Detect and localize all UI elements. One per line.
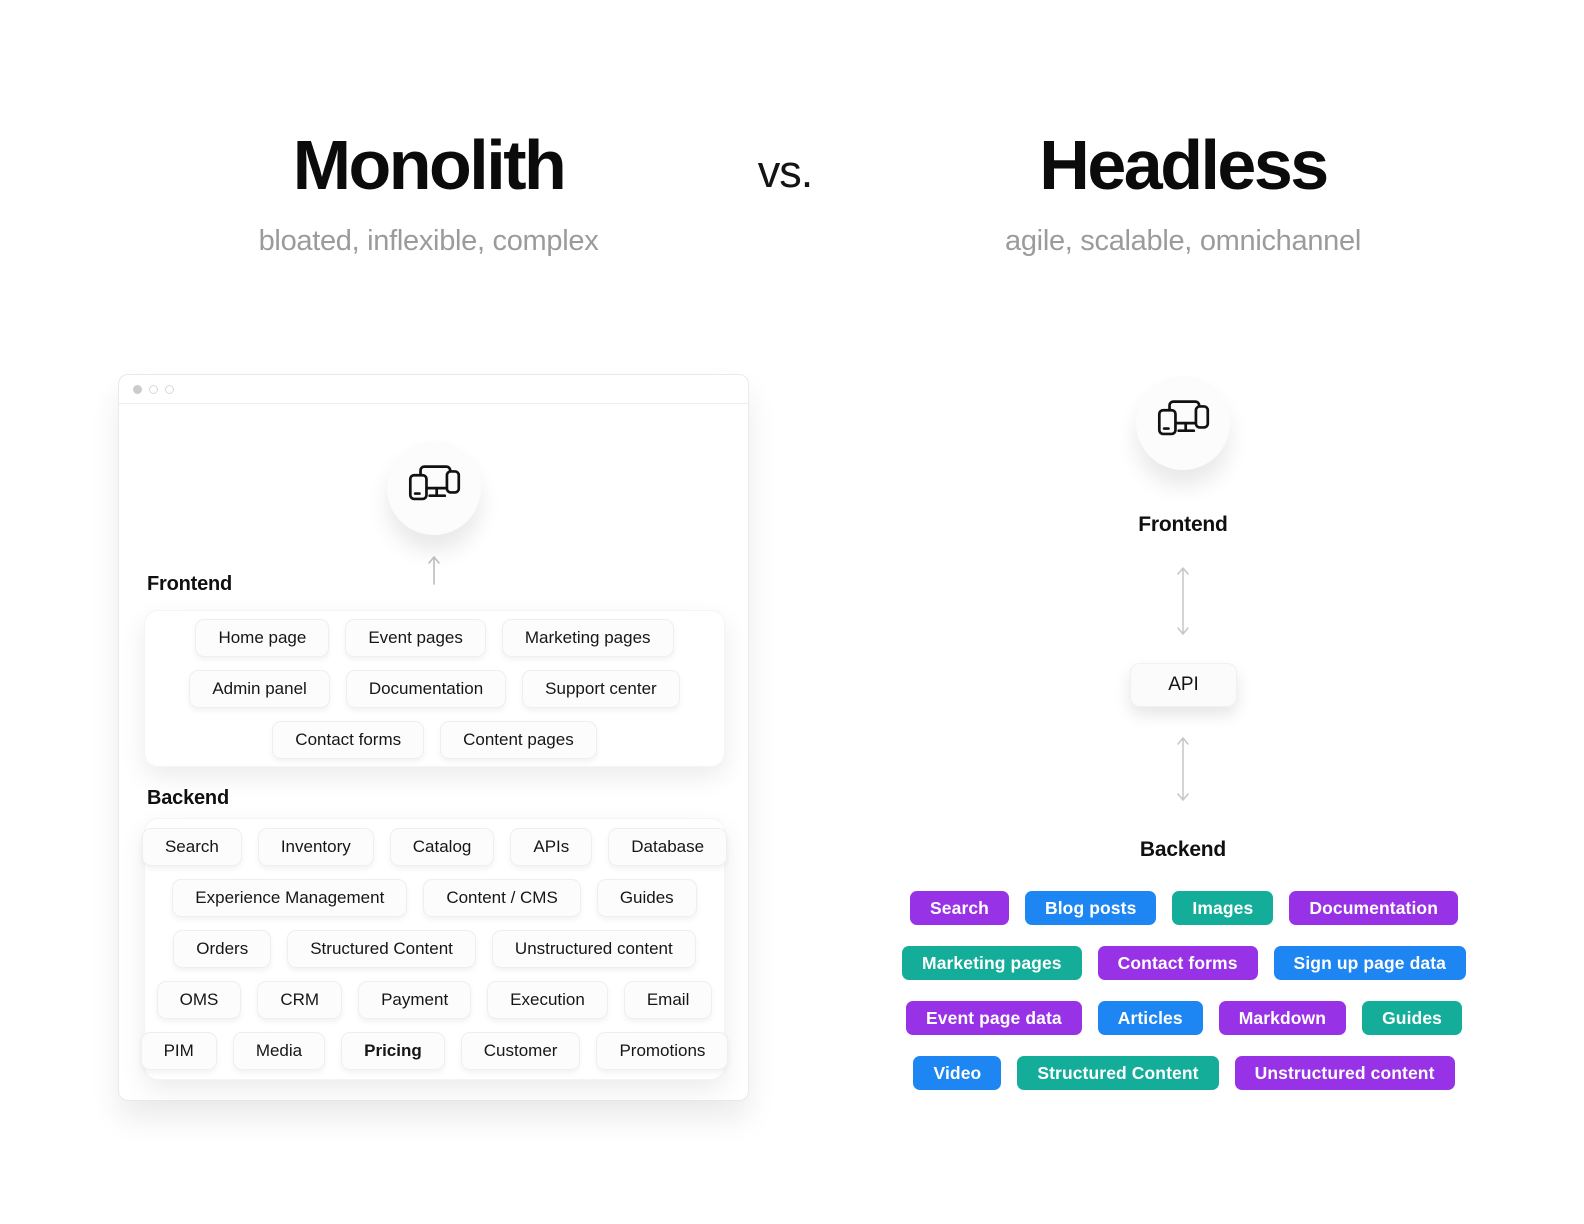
backend-pill: Promotions: [596, 1032, 729, 1070]
backend-pill: Structured Content: [287, 930, 476, 968]
backend-pill: Inventory: [257, 828, 374, 866]
frontend-pill: Event pages: [345, 618, 486, 657]
frontend-pill: Documentation: [345, 669, 507, 708]
backend-pill: Orders: [173, 930, 272, 968]
backend-data-pill: Sign up page data: [1273, 946, 1466, 980]
backend-pill: Search: [141, 828, 242, 866]
monolith-frontend-label: Frontend: [147, 573, 233, 595]
window-control-dot: [165, 384, 174, 394]
backend-data-pill: Video: [913, 1056, 1002, 1090]
pill-row: Search Blog posts Images Documentation: [900, 891, 1468, 925]
arrow-up-icon: [427, 554, 441, 591]
headless-title: Headless: [1039, 126, 1329, 204]
frontend-pill: Content pages: [440, 720, 597, 759]
window-control-dot: [133, 384, 142, 394]
frontend-pill: Marketing pages: [501, 618, 674, 657]
monolith-title: Monolith: [292, 126, 567, 204]
backend-pill: Content / CMS: [423, 879, 581, 917]
backend-pill: Experience Management: [172, 879, 408, 917]
backend-data-pill: Articles: [1097, 1001, 1203, 1035]
backend-pill: APIs: [510, 828, 593, 866]
pill-row: Experience Management Content / CMS Guides: [145, 879, 724, 917]
double-vertical-arrow-icon: [1176, 565, 1190, 642]
backend-data-pill: Marketing pages: [902, 946, 1082, 980]
double-vertical-arrow-icon: [1176, 735, 1190, 808]
devices-icon: [1155, 398, 1211, 449]
browser-titlebar: [119, 375, 748, 404]
backend-data-pill: Guides: [1362, 1001, 1462, 1035]
frontend-pill: Contact forms: [272, 720, 425, 759]
pill-row: PIM Media Pricing Customer Promotions: [140, 1032, 729, 1070]
backend-pill: Pricing: [341, 1032, 445, 1070]
monolith-backend-label: Backend: [147, 787, 229, 809]
api-pill: API: [1130, 663, 1237, 707]
pill-row: OMS CRM Payment Execution Email: [145, 981, 724, 1019]
backend-pill: Customer: [460, 1032, 581, 1070]
devices-icon: [406, 463, 462, 514]
headless-backend-pills: Search Blog posts Images Documentation Marke…: [900, 891, 1468, 1090]
devices-icon-circle: [1136, 376, 1230, 470]
pill-row: Contact forms Content pages: [145, 720, 724, 759]
backend-pill: OMS: [156, 981, 242, 1019]
backend-data-pill: Contact forms: [1097, 946, 1258, 980]
vs-label: vs.: [757, 146, 814, 197]
backend-data-pill: Search: [910, 891, 1009, 925]
backend-pill: Catalog: [389, 828, 495, 866]
backend-pill: Media: [232, 1032, 326, 1070]
pill-row: Admin panel Documentation Support center: [145, 669, 724, 708]
headless-frontend-label: Frontend: [1138, 513, 1228, 536]
pill-row: Home page Event pages Marketing pages: [145, 618, 724, 657]
pill-row: Search Inventory Catalog APIs Database: [141, 828, 728, 866]
backend-pill: Database: [608, 828, 728, 866]
monolith-frontend-card: Home page Event pages Marketing pages Admin…: [144, 610, 725, 767]
pill-row: Orders Structured Content Unstructured con…: [145, 930, 724, 968]
devices-icon-circle: [386, 441, 481, 535]
pill-row: Marketing pages Contact forms Sign up page…: [900, 946, 1468, 980]
frontend-pill: Home page: [195, 618, 330, 657]
backend-data-pill: Documentation: [1289, 891, 1458, 925]
backend-pill: Guides: [596, 879, 697, 917]
backend-data-pill: Unstructured content: [1234, 1056, 1455, 1090]
backend-data-pill: Markdown: [1218, 1001, 1347, 1035]
backend-pill: Email: [623, 981, 713, 1019]
backend-pill: CRM: [257, 981, 343, 1019]
backend-data-pill: Event page data: [906, 1001, 1082, 1035]
backend-pill: Execution: [487, 981, 608, 1019]
monolith-backend-card: Search Inventory Catalog APIs Database Experi…: [140, 818, 729, 1080]
frontend-pill: Support center: [522, 669, 680, 708]
monolith-subtitle: bloated, inflexible, complex: [258, 225, 599, 258]
headless-backend-label: Backend: [1139, 838, 1227, 861]
backend-data-pill: Images: [1172, 891, 1274, 925]
frontend-pill: Admin panel: [189, 669, 330, 708]
headless-header: Headless agile, scalable, omnichannel: [875, 126, 1491, 258]
headless-subtitle: agile, scalable, omnichannel: [1005, 225, 1361, 258]
backend-data-pill: Blog posts: [1024, 891, 1157, 925]
monolith-header: Monolith bloated, inflexible, complex: [120, 126, 737, 258]
pill-row: Event page data Articles Markdown Guides: [900, 1001, 1468, 1035]
window-control-dot: [149, 384, 158, 394]
pill-row: Video Structured Content Unstructured cont…: [900, 1056, 1468, 1090]
backend-pill: PIM: [140, 1032, 217, 1070]
monolith-browser-window: Frontend Home page Event pages Marketing p…: [118, 374, 749, 1101]
backend-pill: Payment: [358, 981, 472, 1019]
backend-data-pill: Structured Content: [1017, 1056, 1219, 1090]
backend-pill: Unstructured content: [491, 930, 696, 968]
